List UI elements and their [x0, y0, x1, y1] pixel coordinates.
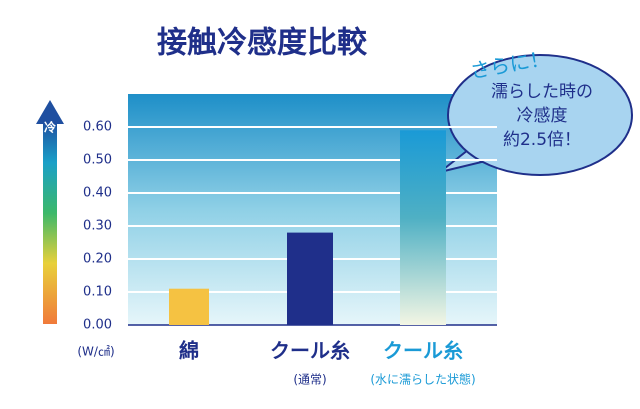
- chart-title: 接触冷感度比較: [157, 26, 368, 61]
- bar: [169, 288, 209, 325]
- cold-arrow: [43, 122, 57, 324]
- y-tick-label: 0.60: [83, 120, 112, 135]
- callout-bubble: [447, 54, 633, 176]
- category-note: (通常): [293, 373, 326, 387]
- category-note: (水に濡らした状態): [370, 372, 475, 387]
- bar: [400, 130, 446, 325]
- x-tick-label: 綿: [179, 339, 199, 363]
- y-tick-label: 0.30: [83, 219, 112, 234]
- y-tick-label: 0.00: [83, 318, 112, 333]
- arrow-label: 冷: [44, 120, 56, 135]
- x-tick-label: クール糸: [270, 339, 350, 363]
- annotation: 約2.5倍！: [503, 130, 581, 150]
- unit-label: (W/㎠): [77, 345, 114, 359]
- annotation: 冷感度: [517, 106, 568, 126]
- y-tick-label: 0.40: [83, 186, 112, 201]
- y-tick-label: 0.50: [83, 153, 112, 168]
- bar: [287, 232, 333, 325]
- y-tick-label: 0.20: [83, 252, 112, 267]
- y-tick-label: 0.10: [83, 285, 112, 300]
- cold-arrow-head: [36, 100, 64, 124]
- x-tick-label: クール糸: [383, 339, 463, 363]
- bubble-joint: [468, 145, 490, 159]
- annotation: 濡らした時の: [491, 82, 593, 102]
